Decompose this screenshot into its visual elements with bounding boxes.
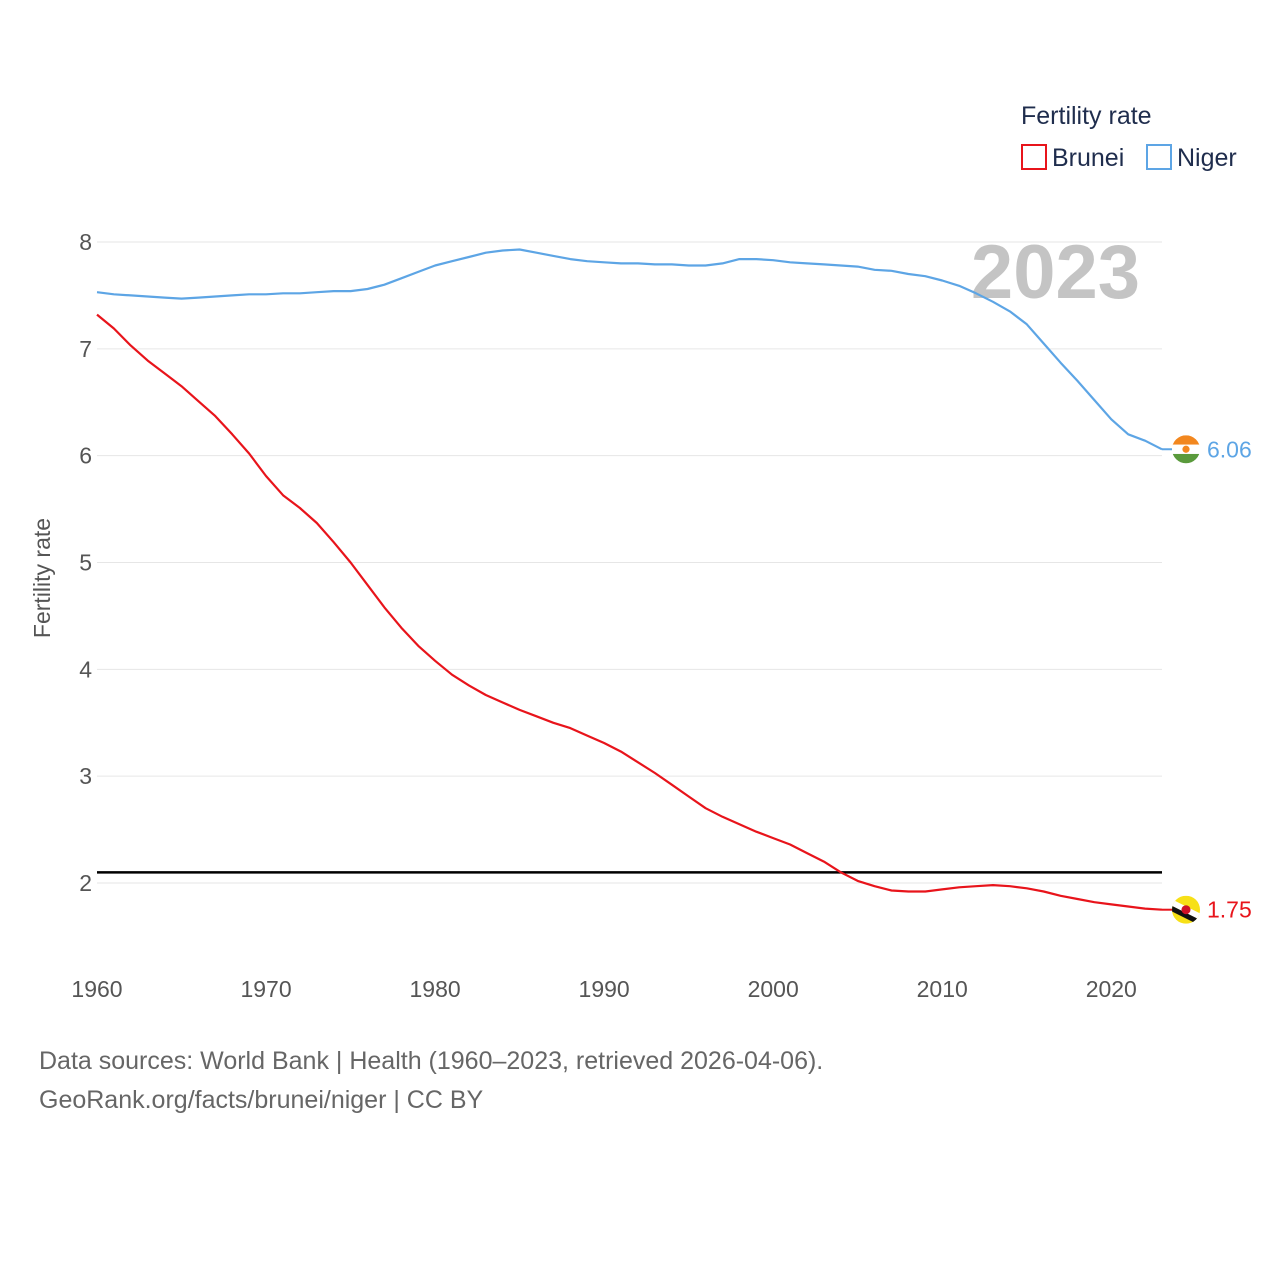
y-tick-label-4: 4 <box>79 656 92 682</box>
data-sources-text: Data sources: World Bank | Health (1960–… <box>39 1047 824 1075</box>
series-line-brunei <box>96 313 1163 911</box>
y-axis-ticks: 2 3 4 5 6 7 8 <box>79 229 92 896</box>
brunei-flag-icon <box>1172 895 1200 924</box>
y-tick-label-2: 2 <box>79 870 92 896</box>
y-tick-label-8: 8 <box>79 229 92 255</box>
x-tick-label-2000: 2000 <box>748 976 799 1002</box>
legend-label-niger: Niger <box>1177 144 1237 172</box>
x-tick-label-2020: 2020 <box>1086 976 1137 1002</box>
x-tick-label-1960: 1960 <box>71 976 122 1002</box>
y-tick-label-7: 7 <box>79 336 92 362</box>
niger-flag-green-band <box>1172 453 1200 464</box>
x-tick-label-2010: 2010 <box>917 976 968 1002</box>
footer: Data sources: World Bank | Health (1960–… <box>39 1042 823 1120</box>
flag-body-niger <box>1172 435 1200 464</box>
y-axis-label: Fertility rate <box>29 518 55 638</box>
year-watermark: 2023 <box>971 230 1140 315</box>
fertility-rate-chart: 2 3 4 5 6 7 8 1960 1970 1980 1990 2000 2010 2020 202… <box>29 102 1252 1002</box>
end-value-label-niger: 6.06 <box>1207 436 1252 462</box>
end-value-label-brunei: 1.75 <box>1207 897 1252 923</box>
y-tick-label-6: 6 <box>79 443 92 469</box>
x-tick-label-1990: 1990 <box>579 976 630 1002</box>
flag-body-brunei <box>1172 895 1200 924</box>
legend-title: Fertility rate <box>1021 102 1152 130</box>
niger-flag-orange-band <box>1172 435 1200 446</box>
brunei-flag-emblem <box>1181 905 1191 915</box>
series-lines <box>96 248 1163 911</box>
legend-swatch-brunei <box>1021 144 1047 170</box>
series-line-niger <box>96 248 1163 451</box>
legend-label-brunei: Brunei <box>1052 144 1124 172</box>
gridlines <box>97 241 1162 884</box>
y-tick-label-5: 5 <box>79 550 92 576</box>
x-tick-label-1980: 1980 <box>410 976 461 1002</box>
attribution-link[interactable]: GeoRank.org/facts/brunei/niger | CC BY <box>39 1086 484 1114</box>
x-axis-ticks: 1960 1970 1980 1990 2000 2010 2020 <box>71 976 1136 1002</box>
y-tick-label-3: 3 <box>79 763 92 789</box>
x-tick-label-1970: 1970 <box>240 976 291 1002</box>
legend-item-niger[interactable]: Niger <box>1146 144 1237 172</box>
legend-item-brunei[interactable]: Brunei <box>1021 144 1124 172</box>
niger-flag-sun <box>1182 445 1190 453</box>
niger-flag-icon <box>1172 435 1200 464</box>
end-markers: 1.75 6.06 <box>1162 435 1252 924</box>
legend: Fertility rate Brunei Niger <box>1021 102 1237 172</box>
legend-swatch-niger <box>1146 144 1172 170</box>
